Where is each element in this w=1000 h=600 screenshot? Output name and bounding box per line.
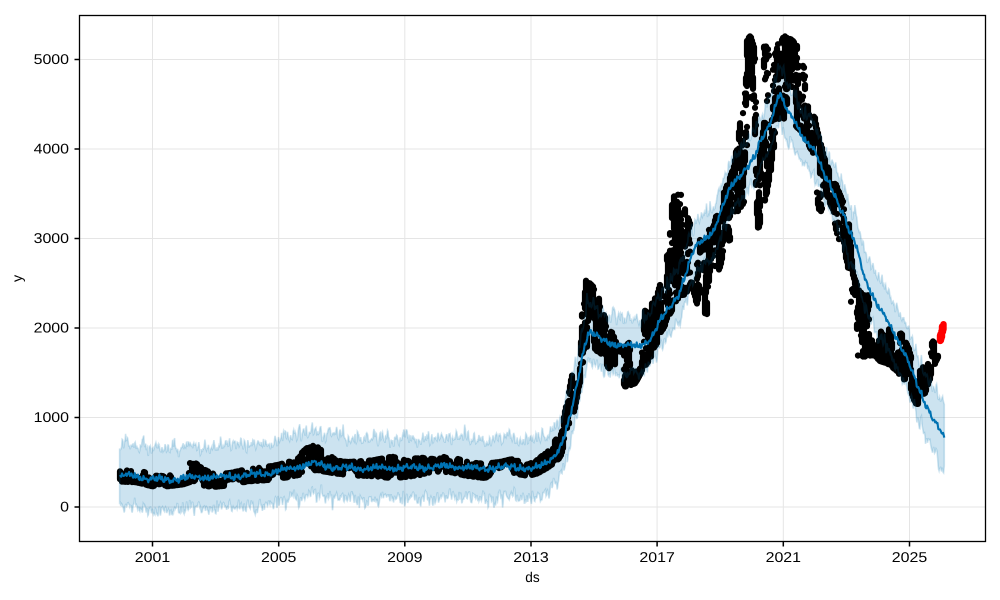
svg-text:2021: 2021 xyxy=(766,550,802,566)
svg-text:3000: 3000 xyxy=(34,231,70,247)
svg-text:2025: 2025 xyxy=(892,550,928,566)
svg-text:0: 0 xyxy=(60,500,69,516)
svg-text:1000: 1000 xyxy=(34,410,70,426)
svg-text:2017: 2017 xyxy=(639,550,675,566)
svg-text:2009: 2009 xyxy=(387,550,423,566)
svg-text:ds: ds xyxy=(525,570,539,586)
svg-text:4000: 4000 xyxy=(34,142,70,158)
svg-text:y: y xyxy=(10,274,26,282)
svg-text:2001: 2001 xyxy=(135,550,171,566)
svg-text:2000: 2000 xyxy=(34,321,70,337)
svg-text:2013: 2013 xyxy=(513,550,549,566)
svg-text:5000: 5000 xyxy=(34,52,70,68)
svg-text:2005: 2005 xyxy=(261,550,297,566)
